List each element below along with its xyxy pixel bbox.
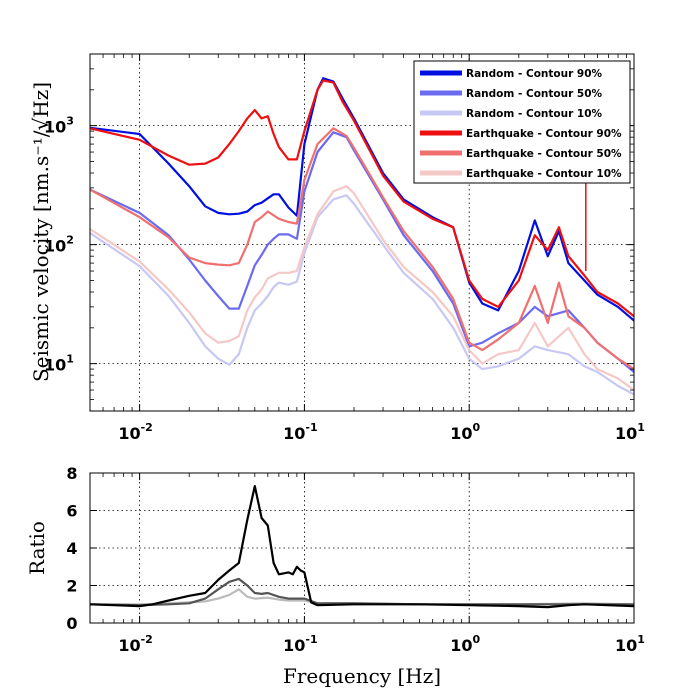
ratio-x-tick-labels: 10-2 10-1 100 101 [118,633,645,655]
velocity-y-tick-labels: 101 102 103 [44,115,74,375]
legend: Random - Contour 90% Random - Contour 50%… [413,60,631,184]
velocity-series-line [89,79,635,318]
ratio-grid [90,473,634,623]
velocity-panel: 10-2 10-1 100 101 101 102 103 Seismic velocit… [29,53,645,443]
velocity-x-tick-label: 101 [615,421,645,443]
legend-label: Random - Contour 10% [466,108,603,120]
velocity-y-tick-label: 102 [44,234,74,256]
ratio-series-line [89,485,635,609]
ratio-y-tick-label: 8 [66,464,77,483]
ratio-x-tick-label: 100 [450,633,480,655]
legend-label: Random - Contour 90% [466,68,603,80]
velocity-ticks [90,54,635,411]
velocity-x-tick-label: 100 [450,421,480,443]
velocity-series-line [89,194,635,396]
ratio-y-tick-labels: 0 2 4 6 8 [66,464,77,633]
velocity-y-axis-label: Seismic velocity [nm.s⁻¹/√Hz] [29,82,53,382]
ratio-x-tick-label: 101 [615,633,645,655]
ratio-y-tick-label: 2 [66,577,77,596]
velocity-series-line [89,185,635,391]
legend-label: Earthquake - Contour 90% [466,128,622,140]
legend-label: Random - Contour 50% [466,88,603,100]
legend-box [413,60,631,184]
ratio-series [89,485,635,609]
ratio-x-tick-label: 10-1 [283,633,318,655]
ratio-x-tick-label: 10-2 [118,633,153,655]
velocity-series-line [89,77,635,322]
velocity-series [89,77,635,396]
velocity-series-line [89,131,635,373]
ratio-y-axis-label: Ratio [25,521,49,575]
legend-label: Earthquake - Contour 10% [466,168,622,180]
velocity-x-tick-label: 10-1 [283,421,318,443]
ratio-axes-frame [89,472,635,624]
velocity-axes-frame [89,53,635,412]
x-axis-label: Frequency [Hz] [283,664,441,688]
velocity-y-tick-label: 103 [44,115,74,137]
velocity-x-tick-labels: 10-2 10-1 100 101 [118,421,645,443]
velocity-series-line [89,127,635,371]
ratio-y-tick-label: 0 [66,614,77,633]
ratio-panel: 10-2 10-1 100 101 0 2 4 6 8 Ratio Frequency [Hz… [25,464,645,688]
ratio-y-tick-label: 6 [66,502,77,521]
ratio-y-tick-label: 4 [66,539,77,558]
velocity-y-tick-label: 101 [44,353,74,375]
legend-label: Earthquake - Contour 50% [466,148,622,160]
velocity-x-tick-label: 10-2 [118,421,153,443]
